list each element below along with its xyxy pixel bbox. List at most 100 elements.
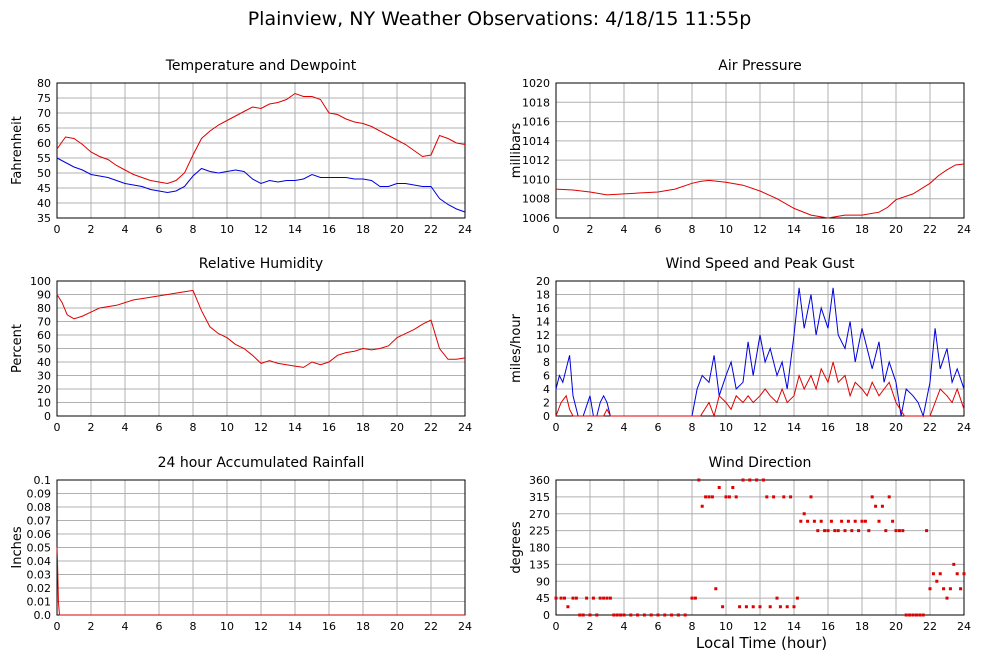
- y-tick-label: 1012: [522, 154, 550, 167]
- plot-frame: [555, 280, 965, 417]
- x-tick-label: 2: [587, 421, 594, 434]
- data-point: [826, 529, 830, 533]
- y-tick-label: 8: [543, 356, 550, 369]
- chart-title: Wind Speed and Peak Gust: [666, 256, 855, 272]
- data-point: [612, 613, 616, 617]
- data-point: [789, 495, 793, 499]
- x-tick-label: 8: [689, 620, 696, 633]
- y-tick-label: 70: [37, 316, 51, 329]
- data-point: [724, 495, 728, 499]
- x-tick-label: 4: [621, 620, 628, 633]
- data-point: [744, 605, 748, 609]
- x-tick-label: 14: [787, 421, 801, 434]
- y-tick-label: 65: [37, 122, 51, 135]
- data-point: [727, 495, 731, 499]
- data-point: [574, 596, 578, 600]
- x-tick-label: 12: [753, 223, 767, 236]
- data-point: [792, 605, 796, 609]
- y-tick-label: 0.01: [27, 596, 52, 609]
- data-point: [935, 579, 939, 583]
- y-tick-label: 0: [543, 609, 550, 622]
- data-point: [710, 495, 714, 499]
- y-tick-label: 1016: [522, 116, 550, 129]
- x-tick-label: 18: [855, 421, 869, 434]
- data-point: [952, 562, 956, 566]
- x-tick-label: 0: [54, 421, 61, 434]
- y-tick-label: 270: [529, 508, 550, 521]
- y-tick-label: 0.06: [27, 528, 52, 541]
- data-point: [860, 519, 864, 523]
- data-point: [704, 495, 708, 499]
- data-point: [559, 596, 563, 600]
- data-point: [816, 529, 820, 533]
- data-point: [806, 519, 810, 523]
- y-tick-label: 80: [37, 77, 51, 90]
- data-point: [591, 596, 595, 600]
- x-tick-label: 2: [88, 223, 95, 236]
- data-point: [581, 613, 585, 617]
- x-tick-label: 4: [621, 223, 628, 236]
- plot-frame: [56, 82, 466, 219]
- chart-title: 24 hour Accumulated Rainfall: [158, 455, 365, 471]
- x-tick-label: 2: [88, 421, 95, 434]
- x-tick-label: 6: [655, 223, 662, 236]
- x-tick-label: 16: [322, 223, 336, 236]
- x-tick-label: 20: [390, 421, 404, 434]
- data-point: [714, 587, 718, 591]
- y-tick-label: 225: [529, 525, 550, 538]
- x-tick-label: 4: [122, 620, 129, 633]
- y-tick-label: 1014: [522, 135, 550, 148]
- x-tick-label: 0: [54, 620, 61, 633]
- data-point: [731, 486, 735, 489]
- y-tick-label: 10: [536, 343, 550, 356]
- y-tick-label: 0.03: [27, 569, 52, 582]
- data-point: [608, 596, 612, 600]
- data-point: [850, 529, 854, 533]
- x-tick-label: 10: [220, 223, 234, 236]
- data-point: [670, 613, 674, 617]
- y-tick-label: 6: [543, 370, 550, 383]
- y-tick-label: 0.02: [27, 582, 52, 595]
- y-tick-label: 20: [37, 383, 51, 396]
- data-point: [748, 478, 752, 482]
- chart-title: Air Pressure: [718, 58, 801, 74]
- y-tick-label: 0: [44, 410, 51, 423]
- data-point: [588, 613, 592, 617]
- data-point: [891, 519, 895, 523]
- x-tick-label: 4: [122, 223, 129, 236]
- x-tick-label: 20: [889, 223, 903, 236]
- data-point: [563, 596, 566, 600]
- data-point: [605, 596, 609, 600]
- x-tick-label: 10: [719, 223, 733, 236]
- x-tick-label: 10: [220, 421, 234, 434]
- data-point: [809, 495, 813, 499]
- data-point: [942, 587, 946, 591]
- x-tick-label: 14: [288, 421, 302, 434]
- data-point: [598, 596, 602, 600]
- y-tick-label: 90: [37, 289, 51, 302]
- y-tick-label: 30: [37, 370, 51, 383]
- y-tick-label: 180: [529, 542, 550, 555]
- plot-frame: [555, 82, 965, 219]
- data-point: [775, 596, 779, 600]
- y-tick-label: 0.08: [27, 501, 52, 514]
- y-tick-label: 4: [543, 383, 550, 396]
- y-tick-label: 1008: [522, 193, 550, 206]
- y-tick-label: 1020: [522, 77, 550, 90]
- x-tick-label: 24: [957, 421, 971, 434]
- x-tick-label: 16: [821, 620, 835, 633]
- data-point: [887, 495, 891, 499]
- data-point: [836, 529, 840, 533]
- shared-x-axis-label: Local Time (hour): [695, 634, 828, 652]
- y-tick-label: 0.07: [27, 515, 52, 528]
- data-point: [918, 613, 922, 617]
- data-point: [683, 613, 687, 617]
- data-point: [566, 605, 570, 609]
- data-point: [884, 529, 888, 533]
- x-tick-label: 12: [254, 620, 268, 633]
- y-tick-label: 135: [529, 558, 550, 571]
- x-tick-label: 2: [88, 620, 95, 633]
- data-point: [629, 613, 633, 617]
